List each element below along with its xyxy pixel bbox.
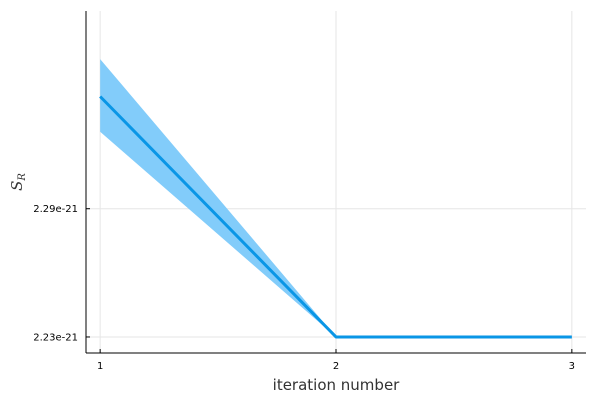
y-axis-title-main: S: [8, 181, 26, 191]
x-tick-label-2: 2: [333, 361, 339, 372]
y-axis-title: SR: [8, 173, 28, 191]
series-lines: [99, 95, 572, 339]
series-line-1: [99, 95, 572, 339]
x-axis-title: iteration number: [273, 376, 401, 394]
x-tick-label-3: 3: [569, 361, 575, 372]
confidence-band-1: [100, 59, 572, 337]
tick-labels: 1 2 3 2.23e-21 2.29e-21: [33, 204, 575, 372]
y-tick-label-2: 2.29e-21: [33, 204, 78, 215]
y-axis-title-sub: R: [17, 173, 28, 182]
confidence-bands: [100, 59, 572, 337]
y-tick-label-1: 2.23e-21: [33, 332, 78, 343]
axes: [85, 11, 586, 354]
x-tick-label-1: 1: [97, 361, 103, 372]
